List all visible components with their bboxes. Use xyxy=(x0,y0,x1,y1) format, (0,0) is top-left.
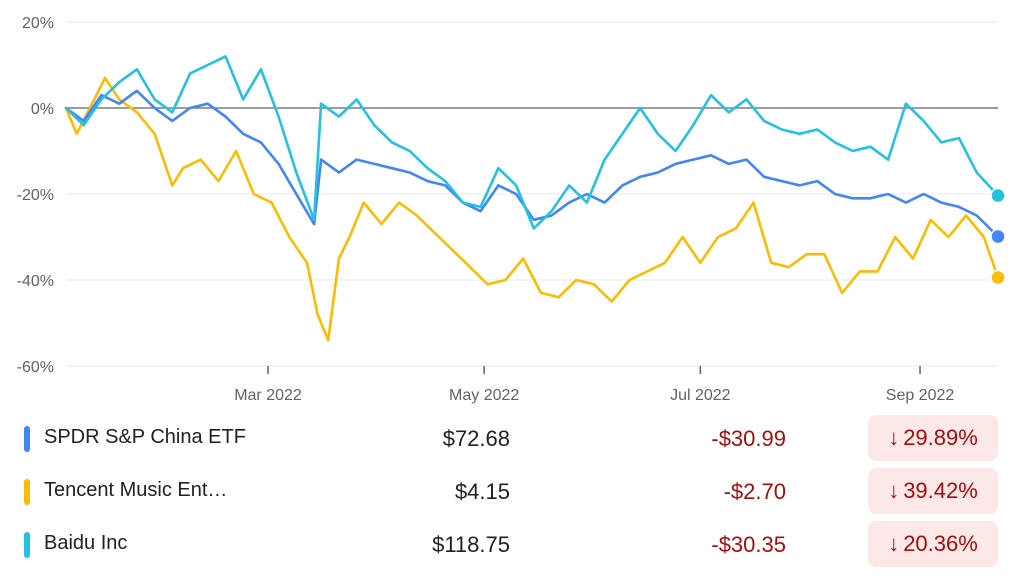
x-axis: Mar 2022 May 2022 Jul 2022 Sep 2022 xyxy=(234,366,954,404)
legend-name: Tencent Music Ent… xyxy=(44,479,227,502)
series-line-tencent-music-ent xyxy=(66,78,998,340)
arrow-down-icon: ↓ xyxy=(888,478,899,504)
y-tick-label: 0% xyxy=(31,101,54,118)
gridlines xyxy=(66,22,998,366)
legend-row-spdr[interactable]: SPDR S&P China ETF $72.68 -$30.99 ↓ 29.8… xyxy=(0,414,1024,464)
legend-price: $72.68 xyxy=(443,426,510,452)
x-tick-label: Mar 2022 xyxy=(234,387,302,404)
comparison-line-chart: 20% 0% -20% -40% -60% Mar 2022 May 2022 Jul 20… xyxy=(0,0,1024,410)
legend-swatch xyxy=(24,479,30,505)
x-tick-label: Jul 2022 xyxy=(670,387,731,404)
legend-price: $4.15 xyxy=(455,479,510,505)
legend-swatch xyxy=(24,532,30,558)
series-endpoint-dot xyxy=(991,189,1005,203)
series-endpoint-dot xyxy=(991,230,1005,244)
x-tick-label: May 2022 xyxy=(449,387,519,404)
arrow-down-icon: ↓ xyxy=(888,531,899,557)
legend-price: $118.75 xyxy=(432,532,510,558)
series-lines xyxy=(66,56,998,340)
legend-row-baidu[interactable]: Baidu Inc $118.75 -$30.35 ↓ 20.36% xyxy=(0,520,1024,570)
arrow-down-icon: ↓ xyxy=(888,425,899,451)
series-endpoint-dot xyxy=(991,271,1005,285)
y-tick-label: -40% xyxy=(17,273,54,290)
y-tick-label: -60% xyxy=(17,359,54,376)
y-axis-ticks: 20% 0% -20% -40% -60% xyxy=(17,15,54,376)
legend-percent-badge: ↓ 20.36% xyxy=(868,521,998,567)
legend-percent-badge: ↓ 39.42% xyxy=(868,468,998,514)
legend-percent: 20.36% xyxy=(903,531,978,557)
x-tick-label: Sep 2022 xyxy=(886,387,955,404)
legend-change: -$30.35 xyxy=(711,532,786,558)
legend-name: SPDR S&P China ETF xyxy=(44,426,246,449)
legend-percent: 39.42% xyxy=(903,478,978,504)
series-line-baidu-inc xyxy=(66,56,998,228)
legend-change: -$2.70 xyxy=(724,479,786,505)
y-tick-label: -20% xyxy=(17,187,54,204)
legend-percent: 29.89% xyxy=(903,425,978,451)
legend-swatch xyxy=(24,426,30,452)
legend-row-tencent[interactable]: Tencent Music Ent… $4.15 -$2.70 ↓ 39.42% xyxy=(0,467,1024,517)
series-line-spdr-s-p-china-etf xyxy=(66,91,998,237)
legend-percent-badge: ↓ 29.89% xyxy=(868,415,998,461)
legend-change: -$30.99 xyxy=(711,426,786,452)
series-endpoints xyxy=(991,189,1005,285)
legend-name: Baidu Inc xyxy=(44,532,127,555)
y-tick-label: 20% xyxy=(22,15,54,32)
